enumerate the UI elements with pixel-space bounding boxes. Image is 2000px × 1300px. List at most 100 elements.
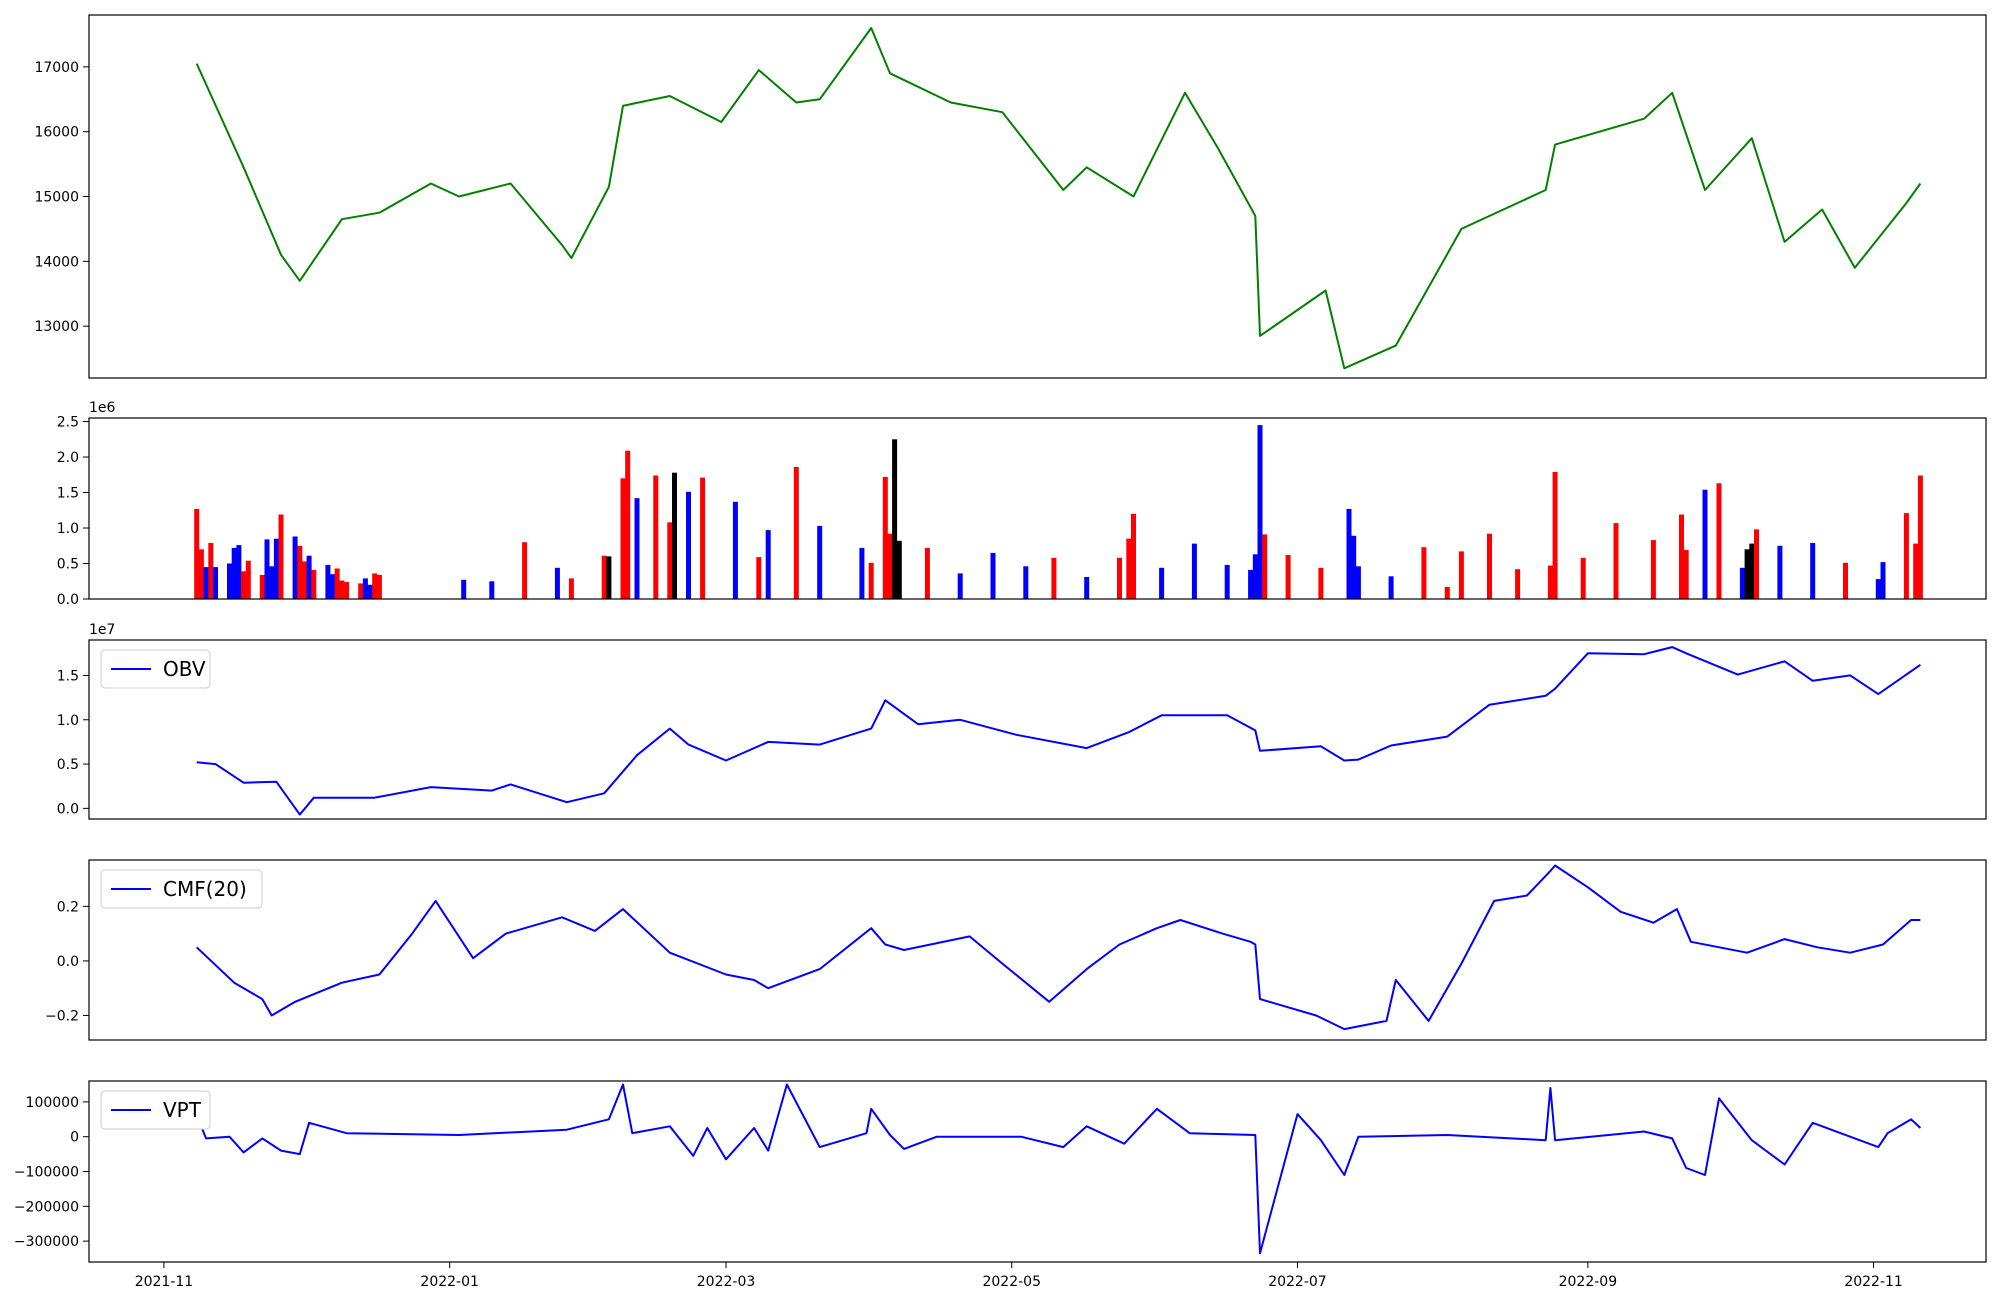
obv-legend-box bbox=[100, 649, 211, 689]
volume-bar bbox=[957, 573, 963, 599]
volume-panel: 0.0 0.5 1.0 1.5 2.0 2.5 1e6 bbox=[57, 400, 1987, 608]
volume-bar bbox=[1351, 535, 1357, 599]
volume-bar bbox=[311, 569, 317, 599]
obv-series-line bbox=[196, 646, 1921, 816]
volume-bar bbox=[667, 522, 673, 599]
volume-bar bbox=[1739, 567, 1745, 599]
volume-bar bbox=[868, 562, 874, 599]
volume-bar bbox=[208, 542, 214, 599]
volume-bar bbox=[1702, 489, 1708, 599]
volume-bar bbox=[203, 567, 209, 599]
cmf-panel: −0.2 0.0 0.2 CMF(20) bbox=[45, 859, 1987, 1041]
volume-bar bbox=[672, 472, 677, 599]
cmf-ytick-label: 0.2 bbox=[57, 899, 79, 915]
obv-ytick-label: 0.5 bbox=[57, 757, 79, 773]
volume-bar bbox=[1257, 425, 1263, 599]
volume-bar bbox=[1913, 543, 1919, 599]
volume-bar bbox=[273, 538, 279, 599]
volume-bar bbox=[1547, 565, 1553, 599]
cmf-legend-label: CMF(20) bbox=[163, 877, 247, 901]
volume-bar bbox=[1458, 551, 1464, 599]
volume-bar bbox=[1252, 554, 1258, 599]
obv-ytick-label: 0.0 bbox=[57, 801, 79, 817]
vpt-legend-box bbox=[100, 1090, 211, 1130]
cmf-series-line bbox=[196, 864, 1921, 1031]
volume-axes-frame bbox=[88, 417, 1987, 600]
volume-bar bbox=[362, 578, 368, 599]
volume-bar bbox=[325, 564, 331, 599]
volume-bar bbox=[1650, 540, 1656, 599]
volume-bar bbox=[1744, 549, 1750, 599]
volume-bar bbox=[1716, 483, 1722, 599]
volume-bar bbox=[554, 567, 560, 599]
volume-bar bbox=[489, 581, 495, 599]
cmf-ytick-label: 0.0 bbox=[57, 954, 79, 970]
cmf-axes-frame bbox=[88, 859, 1987, 1041]
price-series-line bbox=[195, 27, 1922, 370]
volume-bar bbox=[756, 557, 762, 599]
vpt-ytick-label: −300000 bbox=[14, 1234, 79, 1250]
volume-ytick-label: 2.0 bbox=[57, 450, 79, 466]
vpt-legend-label: VPT bbox=[163, 1098, 202, 1122]
obv-axes-frame bbox=[88, 639, 1987, 820]
volume-ytick-label: 0.0 bbox=[57, 592, 79, 608]
volume-bar bbox=[1159, 567, 1165, 599]
volume-bar bbox=[620, 478, 626, 599]
volume-ytick-label: 1.0 bbox=[57, 521, 79, 537]
vpt-xtick-label: 2022-11 bbox=[1844, 1274, 1903, 1290]
volume-exponent-label: 1e6 bbox=[89, 400, 116, 416]
price-ytick-label: 13000 bbox=[34, 319, 79, 335]
volume-bar bbox=[882, 476, 888, 599]
volume-bar bbox=[339, 580, 345, 599]
volume-bar bbox=[686, 491, 691, 599]
volume-ytick-label: 0.5 bbox=[57, 557, 79, 573]
volume-bar bbox=[1388, 576, 1394, 599]
volume-bar bbox=[278, 514, 284, 599]
volume-bar bbox=[245, 560, 251, 599]
volume-bar bbox=[1131, 513, 1136, 599]
volume-bar bbox=[1262, 534, 1268, 599]
volume-bar bbox=[1810, 542, 1816, 599]
obv-ytick-label: 1.5 bbox=[57, 668, 79, 684]
vpt-ytick-label: 100000 bbox=[26, 1095, 79, 1111]
volume-bar bbox=[1084, 577, 1090, 599]
volume-bar bbox=[817, 525, 823, 599]
volume-bar bbox=[1051, 557, 1057, 599]
volume-bar bbox=[765, 530, 771, 599]
volume-bar bbox=[376, 574, 382, 599]
volume-bar bbox=[1917, 475, 1923, 599]
volume-bar bbox=[1515, 569, 1521, 599]
volume-bar bbox=[461, 579, 467, 599]
price-ytick-label: 14000 bbox=[34, 254, 79, 270]
volume-bar bbox=[859, 547, 865, 599]
volume-bar bbox=[1318, 567, 1324, 599]
volume-bar bbox=[1683, 550, 1689, 599]
volume-bar bbox=[297, 545, 303, 599]
price-ytick-label: 15000 bbox=[34, 190, 79, 206]
volume-bar bbox=[700, 477, 706, 599]
vpt-xtick-label: 2022-07 bbox=[1268, 1274, 1327, 1290]
price-ytick-label: 16000 bbox=[34, 125, 79, 141]
volume-bar bbox=[358, 583, 364, 599]
volume-bar bbox=[1679, 514, 1684, 599]
volume-bar bbox=[330, 574, 336, 599]
volume-bar bbox=[302, 561, 307, 599]
volume-bar bbox=[213, 567, 218, 599]
volume-bar bbox=[601, 555, 607, 599]
volume-bar bbox=[1552, 471, 1558, 599]
volume-bar bbox=[198, 549, 204, 599]
volume-bar bbox=[1191, 543, 1197, 599]
price-ytick-label: 17000 bbox=[34, 60, 79, 76]
vpt-xtick-label: 2022-03 bbox=[697, 1274, 756, 1290]
cmf-ytick-label: −0.2 bbox=[45, 1008, 79, 1024]
volume-bar bbox=[1444, 586, 1450, 599]
volume-bar bbox=[1749, 543, 1755, 599]
volume-bar bbox=[1613, 523, 1619, 599]
obv-ytick-label: 1.0 bbox=[57, 713, 79, 729]
volume-bar bbox=[231, 547, 237, 599]
volume-bar bbox=[522, 542, 528, 599]
volume-bar bbox=[1754, 529, 1759, 599]
volume-bar bbox=[793, 467, 799, 599]
volume-ytick-label: 1.5 bbox=[57, 486, 79, 502]
